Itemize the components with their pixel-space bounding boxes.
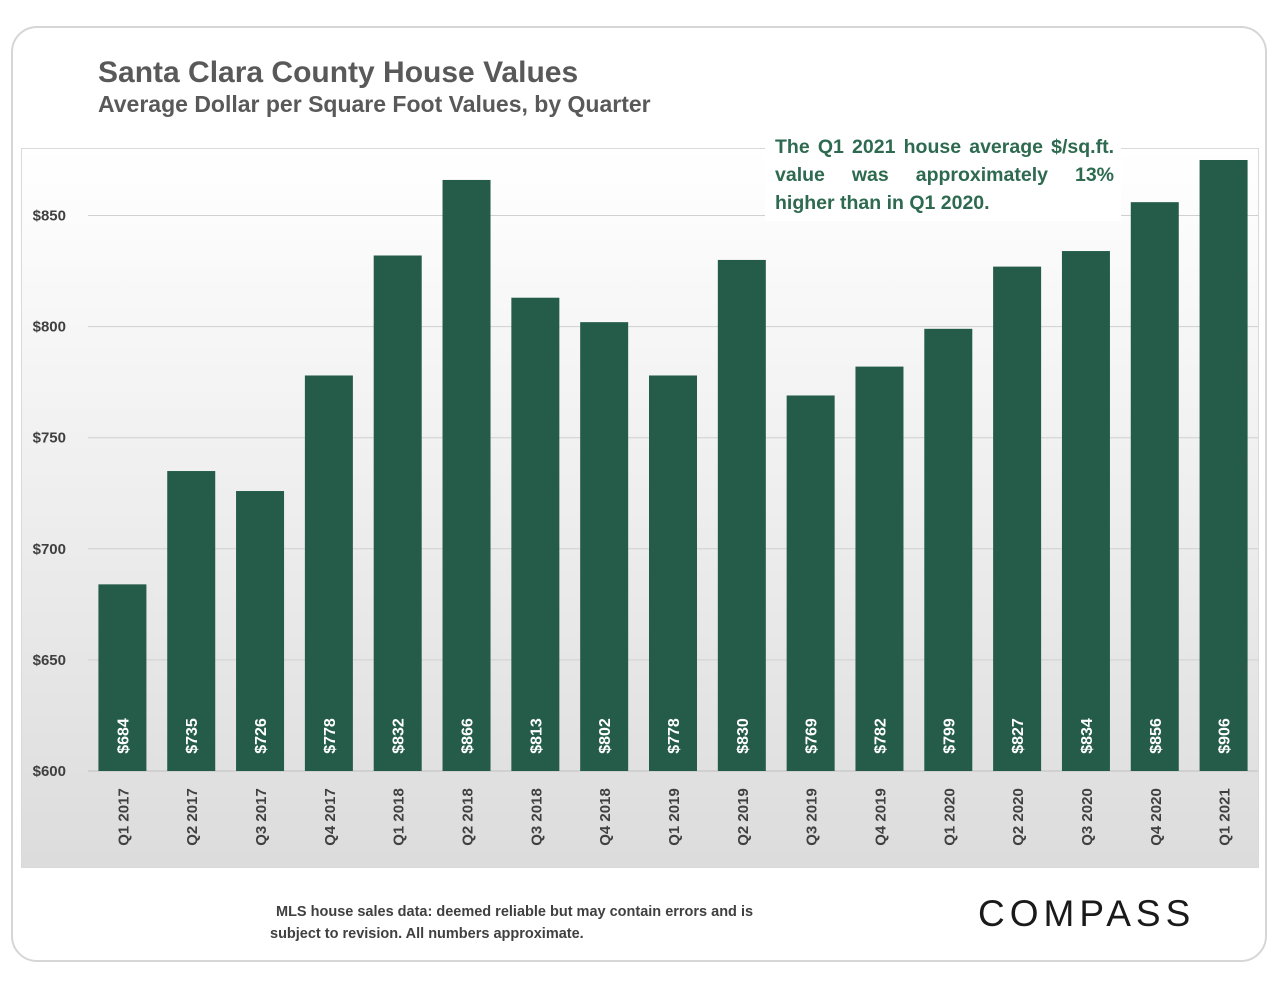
bar-value-label: $799 (941, 718, 958, 754)
bar-value-label: $856 (1148, 718, 1165, 754)
bar-value-label: $832 (391, 718, 408, 754)
bar-value-label: $735 (184, 718, 201, 754)
bar-value-label: $778 (322, 718, 339, 754)
bar-q2-2018 (442, 179, 491, 771)
bars (98, 160, 1248, 772)
bar-q2-2020 (993, 266, 1042, 771)
bar-value-label: $830 (735, 718, 752, 754)
compass-logo: COMPASS (978, 893, 1196, 934)
x-tick-label: Q2 2020 (1010, 788, 1027, 846)
bar-value-label: $866 (460, 718, 477, 754)
chart-title: Santa Clara County House Values (98, 56, 579, 89)
bar-value-label: $684 (115, 718, 132, 754)
bar-q1-2018 (373, 255, 422, 772)
bar-q1-2020 (924, 328, 973, 771)
bar-q4-2017 (304, 375, 353, 771)
bar-q1-2019 (649, 375, 697, 771)
bar-value-label: $769 (804, 718, 821, 754)
bar-value-label: $782 (872, 718, 889, 754)
x-tick-label: Q4 2017 (322, 788, 339, 846)
bar-q3-2018 (511, 297, 560, 771)
bar-value-label: $778 (666, 718, 683, 754)
x-tick-label: Q1 2020 (941, 788, 958, 846)
x-tick-label: Q2 2019 (735, 788, 752, 846)
bar-q4-2020 (1130, 202, 1179, 772)
x-tick-label: Q2 2018 (460, 788, 477, 846)
bar-q3-2020 (1061, 251, 1110, 771)
annotation-callout: The Q1 2021 house average $/sq.ft. value… (765, 131, 1121, 221)
data-disclaimer: MLS house sales data: deemed reliable bu… (270, 904, 754, 942)
bar-q4-2019 (855, 366, 904, 771)
bar-q1-2017 (98, 584, 147, 771)
x-tick-label: Q3 2018 (528, 788, 545, 846)
bar-value-label: $813 (528, 718, 545, 754)
x-tick-label: Q3 2019 (804, 788, 821, 846)
bar-q3-2019 (786, 395, 835, 771)
x-tick-label: Q3 2020 (1079, 788, 1096, 846)
y-tick-label: $650 (33, 652, 66, 669)
bar-value-label: $726 (253, 718, 270, 754)
bar-q1-2021 (1199, 160, 1248, 771)
y-tick-label: $850 (33, 208, 66, 225)
y-tick-label: $750 (33, 430, 66, 447)
x-tick-label: Q1 2019 (666, 788, 683, 846)
plot-area (21, 148, 1259, 868)
x-tick-label: Q4 2020 (1148, 788, 1165, 846)
x-axis-ticks: Q1 2017 Q2 2017 Q3 2017 Q4 2017 Q1 2018 Q2 20… (115, 788, 1233, 846)
y-axis-ticks: $600 $650 $700 $750 $800 $850 (33, 208, 66, 781)
x-tick-label: Q1 2017 (115, 788, 132, 846)
bar-q2-2017 (167, 471, 216, 771)
x-tick-label: Q2 2017 (184, 788, 201, 846)
bar-q3-2017 (236, 491, 285, 771)
bar-q4-2018 (580, 322, 629, 771)
x-tick-label: Q4 2018 (597, 788, 614, 846)
x-tick-label: Q4 2019 (872, 788, 889, 846)
x-tick-label: Q1 2018 (391, 788, 408, 846)
bar-value-labels: $684 $735 $726 $778 $832 $866 $813 $802 $778 $830… (115, 718, 1233, 754)
bar-q2-2019 (717, 259, 766, 771)
bar-value-label: $802 (597, 718, 614, 754)
y-tick-label: $800 (33, 319, 66, 336)
bar-value-label: $906 (1217, 718, 1234, 754)
bar-value-label: $827 (1010, 718, 1027, 754)
chart-subtitle: Average Dollar per Square Foot Values, b… (98, 91, 651, 117)
y-tick-label: $700 (33, 541, 66, 558)
x-tick-label: Q1 2021 (1217, 788, 1234, 846)
bar-value-label: $834 (1079, 718, 1096, 754)
x-tick-label: Q3 2017 (253, 788, 270, 846)
y-tick-label: $600 (33, 763, 66, 780)
